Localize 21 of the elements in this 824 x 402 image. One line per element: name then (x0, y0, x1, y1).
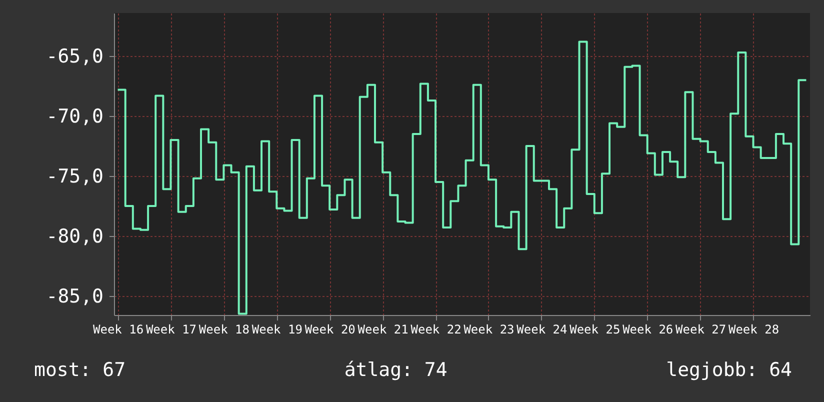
x-tick-label: Week 26 (622, 322, 674, 336)
x-tick-label: Week 22 (410, 322, 462, 336)
x-tick-label: Week 25 (570, 322, 620, 336)
text: most: 67 (34, 359, 126, 381)
x-tick-label: Week 24 (516, 322, 568, 336)
x-tick-label: Week 21 (358, 322, 408, 336)
x-tick-label: Week 19 (252, 322, 302, 336)
y-tick-label: -75,0 (46, 165, 104, 188)
x-tick-label: Week 17 (146, 322, 197, 336)
x-tick-label: Week 20 (304, 322, 356, 336)
text: legjobb: 64 (666, 359, 792, 381)
x-tick-label: Week 16 (92, 322, 144, 336)
x-tick-label: Week 18 (198, 322, 250, 336)
y-tick-label: -85,0 (46, 285, 104, 308)
x-tick-label: Week 28 (728, 322, 780, 336)
x-tick-label: Week 27 (676, 322, 726, 336)
text: átlag: 74 (344, 359, 448, 381)
y-tick-label: -70,0 (46, 106, 104, 128)
y-tick-label: -65,0 (46, 46, 104, 68)
y-tick-label: -80,0 (46, 225, 104, 248)
x-tick-label: Week 23 (464, 322, 514, 336)
